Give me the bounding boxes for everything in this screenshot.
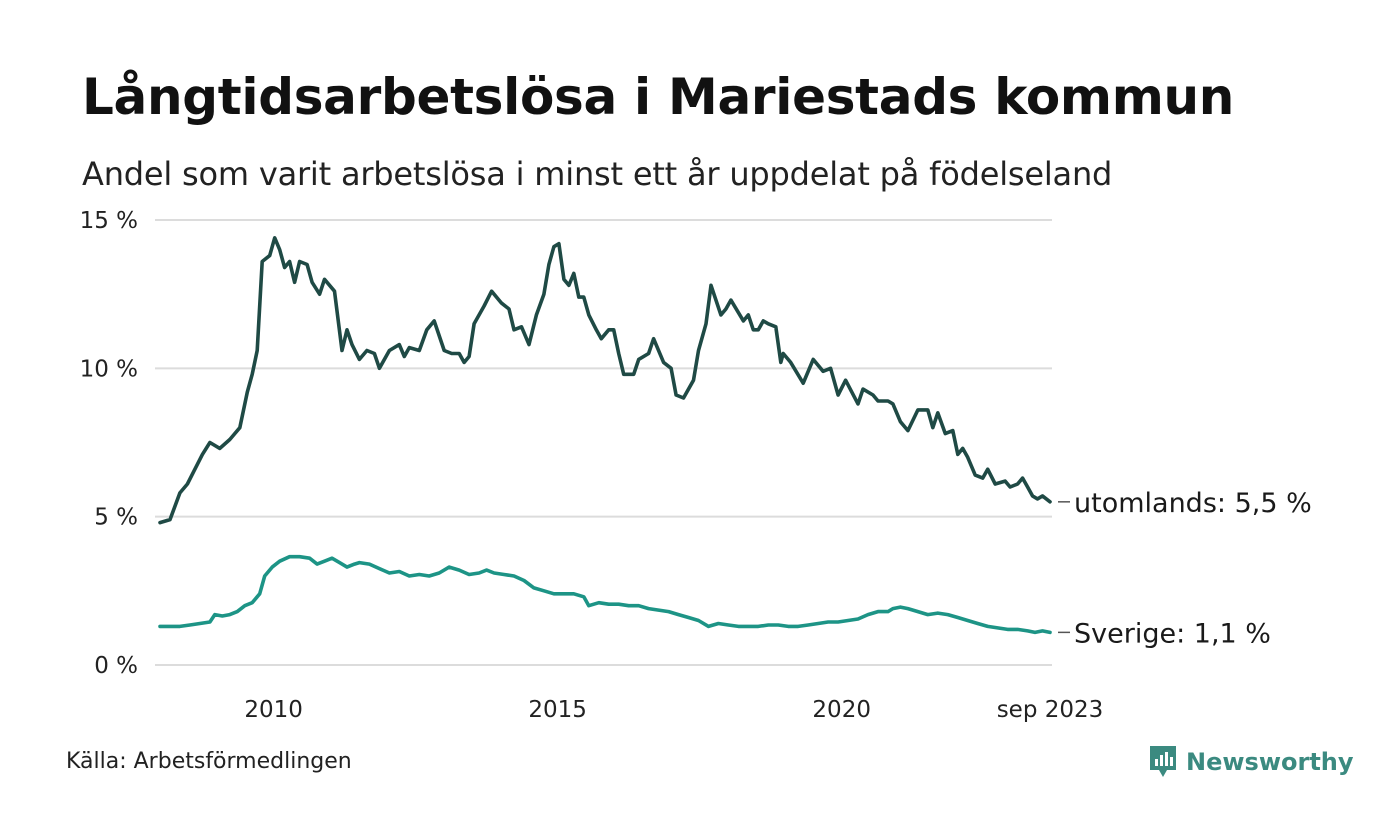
y-tick-label: 10 % — [80, 356, 138, 382]
source-note: Källa: Arbetsförmedlingen — [66, 749, 352, 774]
newsworthy-logo-icon — [1150, 746, 1176, 777]
chart-title: Långtidsarbetslösa i Mariestads kommun — [82, 68, 1235, 126]
end-labels: utomlands: 5,5 % Sverige: 1,1 % — [1058, 488, 1312, 649]
y-tick-label: 5 % — [94, 505, 138, 531]
series-line-sverige — [158, 554, 1052, 635]
series-lines — [158, 236, 1052, 635]
brand-name: Newsworthy — [1186, 748, 1354, 776]
x-axis-labels: 2010 2015 2020 sep 2023 — [244, 697, 1103, 723]
x-tick-label: 2010 — [244, 697, 303, 723]
y-tick-label: 15 % — [80, 208, 138, 234]
y-axis-labels: 0 % 5 % 10 % 15 % — [80, 208, 138, 679]
end-label-utomlands: utomlands: 5,5 % — [1074, 488, 1312, 519]
brand: Newsworthy — [1148, 744, 1354, 780]
series-line-utomlands — [158, 236, 1052, 525]
y-tick-label: 0 % — [94, 653, 138, 679]
x-tick-label: sep 2023 — [997, 697, 1104, 723]
x-tick-label: 2015 — [528, 697, 587, 723]
x-tick-label: 2020 — [812, 697, 871, 723]
gridlines — [155, 219, 1052, 666]
chart-subtitle: Andel som varit arbetslösa i minst ett å… — [82, 155, 1113, 193]
end-label-sverige: Sverige: 1,1 % — [1074, 618, 1271, 649]
